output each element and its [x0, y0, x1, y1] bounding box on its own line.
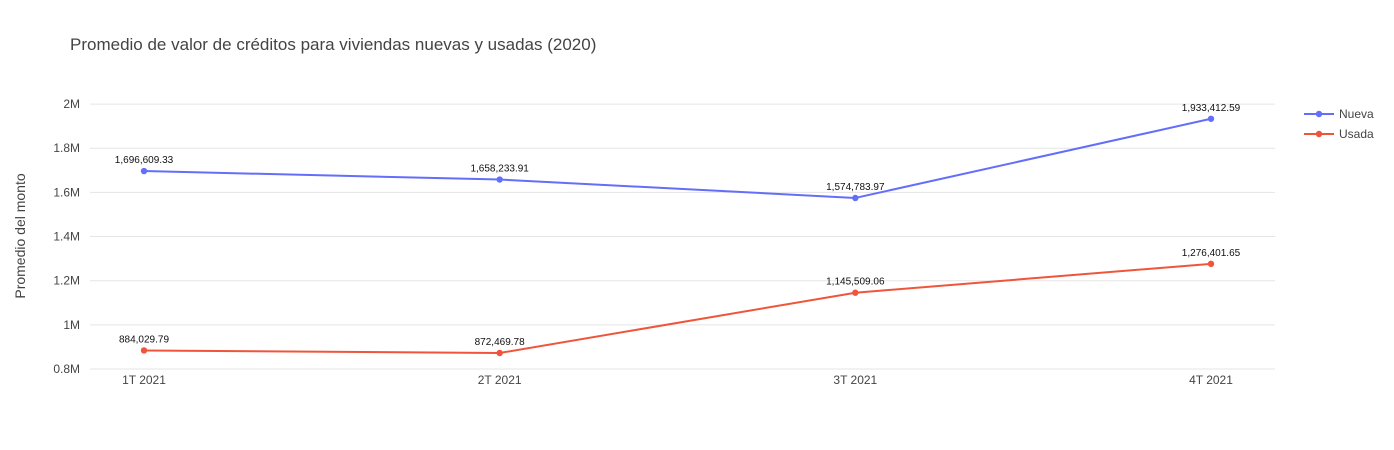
legend-label: Nueva [1339, 107, 1374, 121]
legend-label: Usada [1339, 127, 1374, 141]
legend[interactable]: Nueva Usada [1304, 107, 1374, 141]
data-point[interactable] [852, 194, 859, 202]
y-tick-label: 2M [63, 97, 80, 111]
x-axis-ticks: 1T 2021 2T 2021 3T 2021 4T 2021 [122, 373, 1233, 387]
legend-marker [1315, 110, 1323, 118]
data-labels: 1,696,609.33 1,658,233.91 1,574,783.97 1,93… [115, 103, 1241, 348]
data-label: 1,574,783.97 [826, 182, 885, 193]
data-point[interactable] [496, 349, 503, 357]
grid-lines [90, 103, 1275, 370]
legend-item-nueva[interactable]: Nueva [1304, 107, 1374, 121]
x-tick-label: 1T 2021 [122, 373, 166, 387]
data-point[interactable] [852, 289, 859, 296]
y-tick-label: 0.8M [53, 362, 80, 376]
data-point[interactable] [1207, 115, 1215, 122]
series-line-nueva [143, 117, 1212, 199]
data-label: 1,658,233.91 [470, 164, 529, 175]
legend-item-usada[interactable]: Usada [1304, 127, 1374, 141]
x-tick-label: 4T 2021 [1189, 373, 1233, 387]
data-point[interactable] [496, 176, 503, 183]
data-label: 872,469.78 [475, 337, 525, 348]
x-tick-label: 3T 2021 [833, 373, 877, 387]
data-point[interactable] [1207, 260, 1215, 268]
chart-title: Promedio de valor de créditos para vivie… [70, 35, 596, 54]
y-tick-label: 1M [63, 318, 80, 332]
data-point[interactable] [140, 167, 148, 175]
data-label: 1,696,609.33 [115, 155, 174, 166]
x-tick-label: 2T 2021 [478, 373, 522, 387]
y-axis-ticks: 0.8M 1M 1.2M 1.4M 1.6M 1.8M 2M [53, 97, 80, 376]
y-tick-label: 1.4M [53, 230, 80, 244]
y-tick-label: 1.2M [53, 274, 80, 288]
data-label: 1,933,412.59 [1182, 103, 1241, 114]
y-axis-label: Promedio del monto [12, 173, 28, 299]
y-tick-label: 1.8M [53, 141, 80, 155]
data-label: 1,145,509.06 [826, 277, 885, 288]
series-line-usada [143, 262, 1212, 355]
legend-marker [1315, 130, 1323, 138]
y-tick-label: 1.6M [53, 185, 80, 199]
data-label: 884,029.79 [119, 334, 169, 345]
series-group [140, 115, 1215, 357]
data-point[interactable] [140, 347, 148, 354]
data-label: 1,276,401.65 [1182, 248, 1241, 259]
